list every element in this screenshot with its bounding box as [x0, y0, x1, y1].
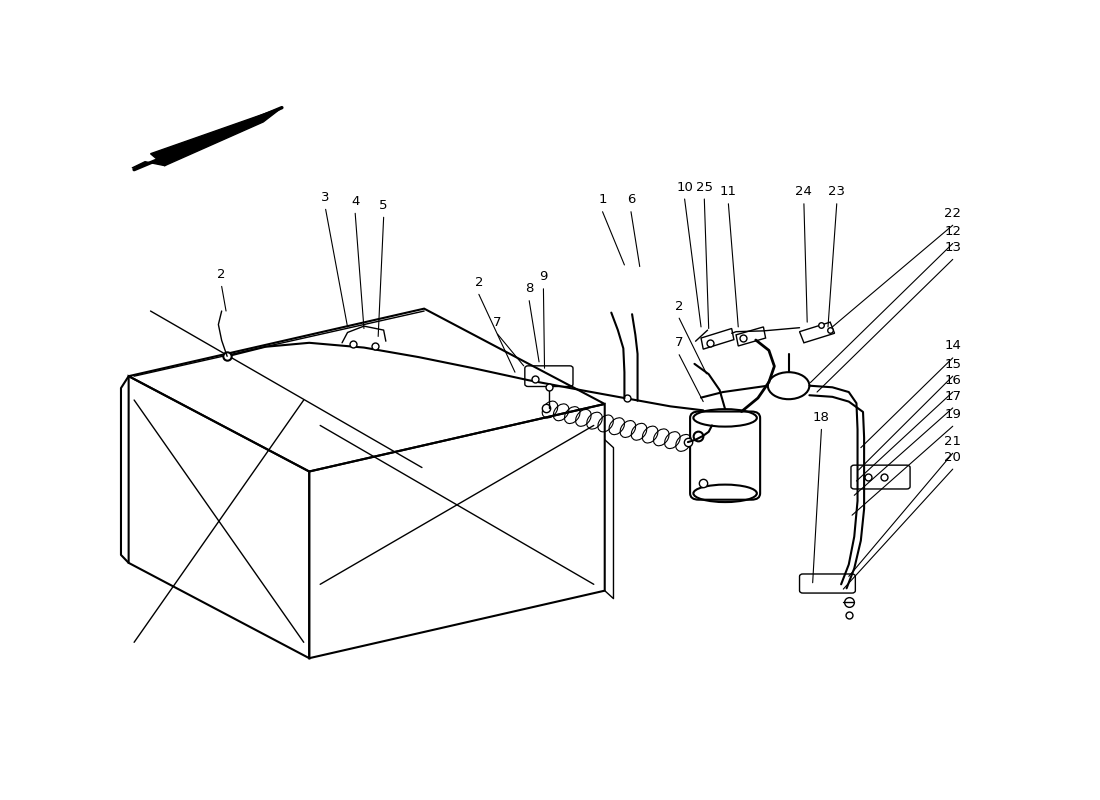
Text: 16: 16 — [944, 374, 961, 386]
Text: 2: 2 — [218, 268, 226, 281]
Text: 25: 25 — [696, 181, 713, 194]
Text: 22: 22 — [944, 207, 961, 220]
Text: 19: 19 — [944, 408, 961, 421]
Polygon shape — [132, 154, 178, 168]
Text: 9: 9 — [539, 270, 548, 283]
Text: 3: 3 — [321, 191, 330, 204]
Text: 24: 24 — [795, 186, 812, 198]
Text: 11: 11 — [719, 186, 737, 198]
Text: 6: 6 — [627, 194, 635, 206]
Text: 2: 2 — [675, 300, 683, 313]
Text: 12: 12 — [944, 225, 961, 238]
Text: 10: 10 — [676, 181, 693, 194]
Text: 20: 20 — [944, 450, 961, 464]
Text: 15: 15 — [944, 358, 961, 370]
Text: 7: 7 — [493, 316, 502, 329]
Text: 5: 5 — [379, 199, 388, 212]
Text: 1: 1 — [598, 194, 607, 206]
Text: 14: 14 — [944, 339, 961, 353]
Text: 4: 4 — [351, 195, 360, 208]
Text: 21: 21 — [944, 435, 961, 448]
Polygon shape — [151, 108, 282, 166]
Text: 18: 18 — [813, 411, 829, 424]
Text: 2: 2 — [474, 276, 483, 289]
Text: 8: 8 — [525, 282, 533, 295]
Text: 13: 13 — [944, 241, 961, 254]
Text: 17: 17 — [944, 390, 961, 402]
Text: 23: 23 — [828, 186, 845, 198]
Text: 7: 7 — [675, 336, 683, 350]
